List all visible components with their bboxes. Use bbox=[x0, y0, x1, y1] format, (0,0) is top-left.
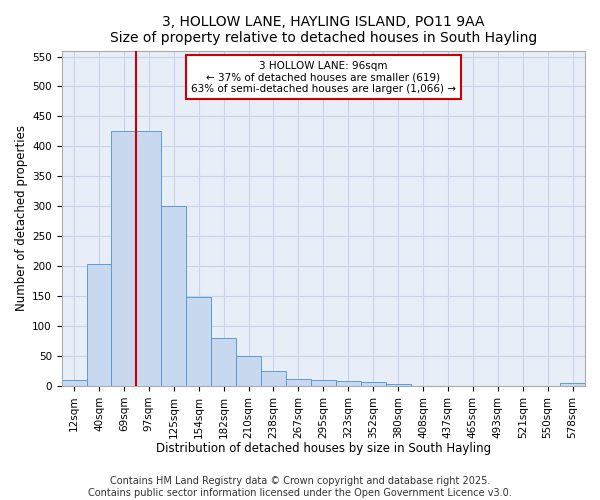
Bar bbox=[361, 382, 386, 386]
Bar bbox=[560, 383, 585, 386]
Bar bbox=[386, 384, 410, 386]
X-axis label: Distribution of detached houses by size in South Hayling: Distribution of detached houses by size … bbox=[156, 442, 491, 455]
Bar bbox=[136, 132, 161, 386]
Bar bbox=[211, 338, 236, 386]
Bar bbox=[336, 381, 361, 386]
Bar bbox=[161, 206, 186, 386]
Y-axis label: Number of detached properties: Number of detached properties bbox=[15, 126, 28, 312]
Bar bbox=[86, 264, 112, 386]
Bar bbox=[236, 356, 261, 386]
Bar bbox=[286, 379, 311, 386]
Bar bbox=[186, 298, 211, 386]
Text: 3 HOLLOW LANE: 96sqm
← 37% of detached houses are smaller (619)
63% of semi-deta: 3 HOLLOW LANE: 96sqm ← 37% of detached h… bbox=[191, 60, 456, 94]
Title: 3, HOLLOW LANE, HAYLING ISLAND, PO11 9AA
Size of property relative to detached h: 3, HOLLOW LANE, HAYLING ISLAND, PO11 9AA… bbox=[110, 15, 537, 45]
Bar bbox=[112, 132, 136, 386]
Bar bbox=[62, 380, 86, 386]
Bar bbox=[261, 371, 286, 386]
Bar bbox=[311, 380, 336, 386]
Text: Contains HM Land Registry data © Crown copyright and database right 2025.
Contai: Contains HM Land Registry data © Crown c… bbox=[88, 476, 512, 498]
